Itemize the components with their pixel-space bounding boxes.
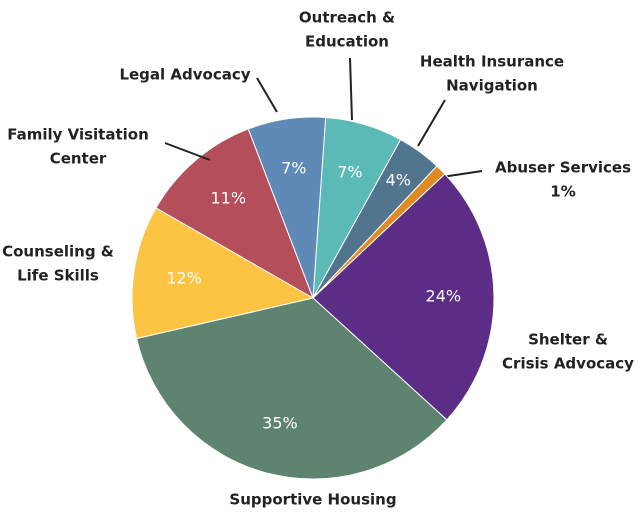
- value-label: 35%: [262, 414, 298, 433]
- category-label: Health Insurance: [420, 53, 564, 71]
- value-label: 11%: [210, 188, 246, 207]
- category-label: Navigation: [446, 77, 538, 95]
- category-label: Center: [50, 150, 107, 168]
- value-label: 24%: [426, 286, 462, 305]
- category-label: Outreach &: [299, 9, 395, 27]
- category-label: Abuser Services: [495, 159, 631, 177]
- value-label: 7%: [337, 163, 362, 182]
- pie-slice: [135, 297, 448, 480]
- value-label: 12%: [166, 268, 202, 287]
- leader-line: [417, 99, 446, 147]
- value-label: 1%: [550, 183, 575, 201]
- category-label: Crisis Advocacy: [502, 355, 634, 373]
- leader-line: [349, 57, 353, 121]
- leader-line: [441, 170, 483, 178]
- category-label: Education: [305, 33, 389, 51]
- leader-line: [164, 142, 211, 161]
- pie-slice: [155, 128, 314, 300]
- leader-line: [256, 77, 278, 113]
- value-label: 7%: [281, 159, 306, 178]
- category-label: Shelter &: [528, 331, 608, 349]
- category-label: Life Skills: [17, 267, 99, 285]
- pie-slice: [131, 207, 315, 340]
- pie-slice: [312, 173, 495, 421]
- category-label: Counseling &: [2, 243, 114, 261]
- category-label: Family Visitation: [7, 126, 149, 144]
- category-label: Supportive Housing: [229, 491, 396, 509]
- value-label: 4%: [386, 170, 411, 189]
- pie-slice: [247, 116, 327, 299]
- category-label: Legal Advocacy: [119, 66, 250, 84]
